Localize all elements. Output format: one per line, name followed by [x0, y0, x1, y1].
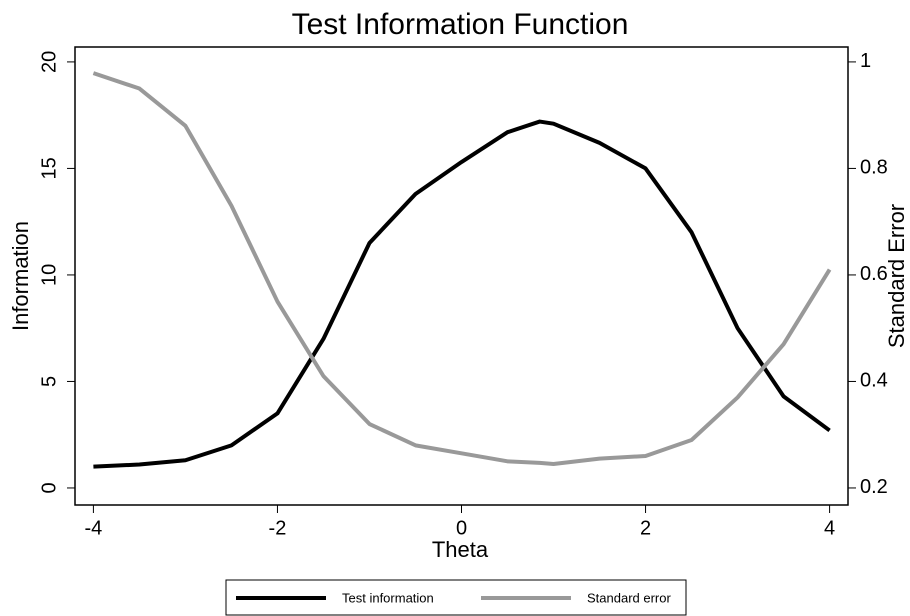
x-axis-label: Theta [432, 537, 489, 562]
legend-label: Standard error [587, 590, 671, 605]
y-axis-label: Information [8, 221, 33, 331]
x-tick-label: 4 [824, 517, 835, 539]
y2-tick-label: 1 [860, 50, 871, 72]
y2-tick-label: 0.6 [860, 263, 888, 285]
y-tick-label: 20 [38, 51, 60, 73]
plot-frame [74, 46, 849, 506]
x-tick-label: 0 [456, 517, 467, 539]
y-tick-label: 0 [38, 482, 60, 493]
legend-box [225, 579, 687, 616]
y-tick-label: 10 [38, 264, 60, 286]
y2-tick-label: 0.4 [860, 370, 888, 392]
x-tick-label: 2 [640, 517, 651, 539]
x-tick-label: -2 [269, 517, 287, 539]
series-line [93, 119, 831, 469]
y2-axis-label: Standard Error [884, 204, 909, 348]
y2-tick-label: 0.8 [860, 157, 888, 179]
x-tick-label: -4 [85, 517, 103, 539]
chart-title: Test Information Function [292, 8, 629, 41]
y2-tick-label: 0.2 [860, 476, 888, 498]
legend-label: Test information [342, 590, 434, 605]
y-tick-label: 15 [38, 157, 60, 179]
series-line [92, 71, 832, 466]
y-tick-label: 5 [38, 376, 60, 387]
